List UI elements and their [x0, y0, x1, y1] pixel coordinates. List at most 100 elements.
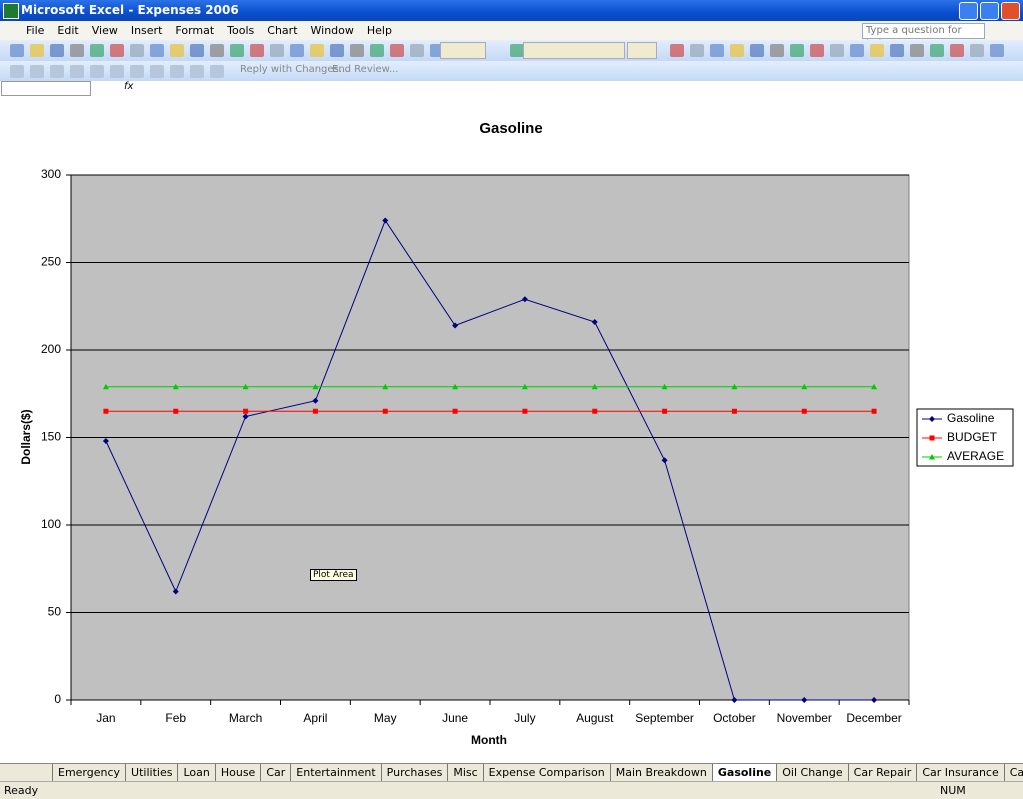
marker [731, 408, 737, 414]
toolbar-button[interactable] [850, 44, 864, 57]
menu-item[interactable]: Window [310, 24, 354, 37]
toolbar-button[interactable] [870, 44, 884, 57]
toolbar-button[interactable] [250, 44, 264, 57]
marker [243, 408, 249, 414]
toolbar-button[interactable] [710, 44, 724, 57]
sheet-tab[interactable]: House [214, 764, 260, 781]
toolbar-button[interactable] [810, 44, 824, 57]
menu-item[interactable]: View [91, 24, 118, 37]
marker [592, 408, 598, 414]
toolbar-button[interactable] [150, 44, 164, 57]
marker [801, 383, 808, 390]
sheet-tab[interactable]: Emergency [52, 764, 125, 781]
fx-icon[interactable]: fx [124, 81, 134, 92]
menu-item[interactable]: Edit [57, 24, 79, 37]
x-axis-label: Month [471, 733, 507, 747]
x-tick-label: March [229, 711, 262, 725]
sheet-tab[interactable]: Expense Comparison [482, 764, 610, 781]
sheet-tab[interactable]: Car [260, 764, 290, 781]
menu-item[interactable]: Tools [227, 24, 255, 37]
marker [591, 383, 598, 390]
end-review-button[interactable]: End Review... [332, 64, 399, 75]
sheet-tab[interactable]: Utilities [125, 764, 177, 781]
toolbar-button[interactable] [90, 44, 104, 57]
toolbar-button[interactable] [10, 44, 24, 57]
sheet-tab[interactable]: Misc [447, 764, 482, 781]
toolbar-button[interactable] [830, 44, 844, 57]
toolbar-button[interactable] [150, 65, 164, 78]
toolbar-button[interactable] [210, 44, 224, 57]
sheet-tab[interactable]: Car Repair [847, 764, 917, 781]
font-size-box[interactable] [627, 42, 657, 59]
toolbar-button[interactable] [350, 44, 364, 57]
marker [521, 383, 528, 390]
menu-item[interactable]: Chart [267, 24, 298, 37]
toolbar-button[interactable] [10, 65, 24, 78]
menu-list: File Edit View Insert Format Tools Chart Window… [20, 21, 399, 40]
help-box[interactable]: Type a question for help [862, 23, 985, 50]
toolbar-button[interactable] [670, 44, 684, 57]
sheet-tab[interactable]: Gasoline [711, 764, 777, 781]
toolbar-button[interactable] [930, 44, 944, 57]
chart: Gasoline Month Dollars($) 0 50 100 150 200 25… [0, 96, 1023, 763]
marker [103, 408, 109, 414]
sheet-tab[interactable]: Main Breakdown [609, 764, 712, 781]
toolbar-button[interactable] [970, 44, 984, 57]
sheet-tab[interactable]: Car Registration [1003, 764, 1023, 781]
toolbar-button[interactable] [70, 44, 84, 57]
toolbar-button[interactable] [130, 44, 144, 57]
toolbar-button[interactable] [270, 44, 284, 57]
name-box[interactable] [1, 81, 91, 96]
toolbar-button[interactable] [170, 44, 184, 57]
sheet-tab[interactable]: Loan [177, 764, 214, 781]
toolbar-button[interactable] [790, 44, 804, 57]
toolbar-button[interactable] [190, 44, 204, 57]
toolbar-button[interactable] [290, 44, 304, 57]
menu-item[interactable]: Help [366, 24, 392, 37]
toolbar-button[interactable] [330, 44, 344, 57]
toolbar-button[interactable] [990, 44, 1004, 57]
toolbar-button[interactable] [390, 44, 404, 57]
toolbar-button[interactable] [910, 44, 924, 57]
toolbar-button[interactable] [190, 65, 204, 78]
sheet-tab[interactable]: Oil Change [776, 764, 847, 781]
sheet-tab[interactable]: Purchases [380, 764, 448, 781]
sheet-tab[interactable]: Entertainment [290, 764, 380, 781]
toolbar-button[interactable] [110, 65, 124, 78]
toolbar-button[interactable] [170, 65, 184, 78]
toolbar-button[interactable] [730, 44, 744, 57]
toolbar-button[interactable] [230, 44, 244, 57]
toolbar-button[interactable] [70, 65, 84, 78]
toolbar-button[interactable] [30, 65, 44, 78]
menu-item[interactable]: File [26, 24, 45, 37]
font-size-box[interactable] [440, 42, 486, 59]
marker [452, 383, 459, 390]
toolbar-button[interactable] [90, 65, 104, 78]
toolbar-button[interactable] [130, 65, 144, 78]
marker [172, 383, 179, 390]
toolbar-button[interactable] [370, 44, 384, 57]
toolbar-button[interactable] [50, 65, 64, 78]
sheet-tab[interactable]: Car Insurance [916, 764, 1003, 781]
toolbar-button[interactable] [690, 44, 704, 57]
toolbar-button[interactable] [510, 44, 524, 57]
toolbar-button[interactable] [30, 44, 44, 57]
toolbar-button[interactable] [110, 44, 124, 57]
marker [871, 697, 878, 703]
toolbar-button[interactable] [310, 44, 324, 57]
toolbar-button[interactable] [750, 44, 764, 57]
toolbar-button[interactable] [410, 44, 424, 57]
reply-button[interactable]: Reply with Changes... [240, 64, 349, 75]
toolbar-button[interactable] [770, 44, 784, 57]
toolbar-button[interactable] [950, 44, 964, 57]
menu-item[interactable]: Format [175, 24, 215, 37]
close-button[interactable] [1001, 2, 1020, 20]
restore-button[interactable] [980, 2, 999, 20]
toolbar-button[interactable] [210, 65, 224, 78]
toolbar-button[interactable] [890, 44, 904, 57]
minimize-button[interactable] [959, 2, 978, 20]
toolbar-button[interactable] [50, 44, 64, 57]
x-tick-label: April [303, 711, 327, 725]
font-name-box[interactable] [523, 42, 625, 59]
menu-item[interactable]: Insert [130, 24, 163, 37]
